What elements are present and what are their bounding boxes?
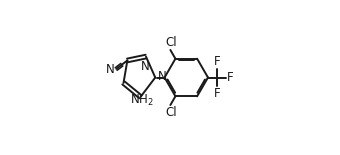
Text: F: F [214,55,221,68]
Text: N: N [158,70,167,83]
Text: Cl: Cl [165,36,177,49]
Text: Cl: Cl [165,106,177,119]
Text: F: F [214,87,221,100]
Text: F: F [226,71,233,84]
Text: N: N [141,60,150,73]
Text: N: N [106,63,115,76]
Text: NH$_2$: NH$_2$ [130,93,154,108]
